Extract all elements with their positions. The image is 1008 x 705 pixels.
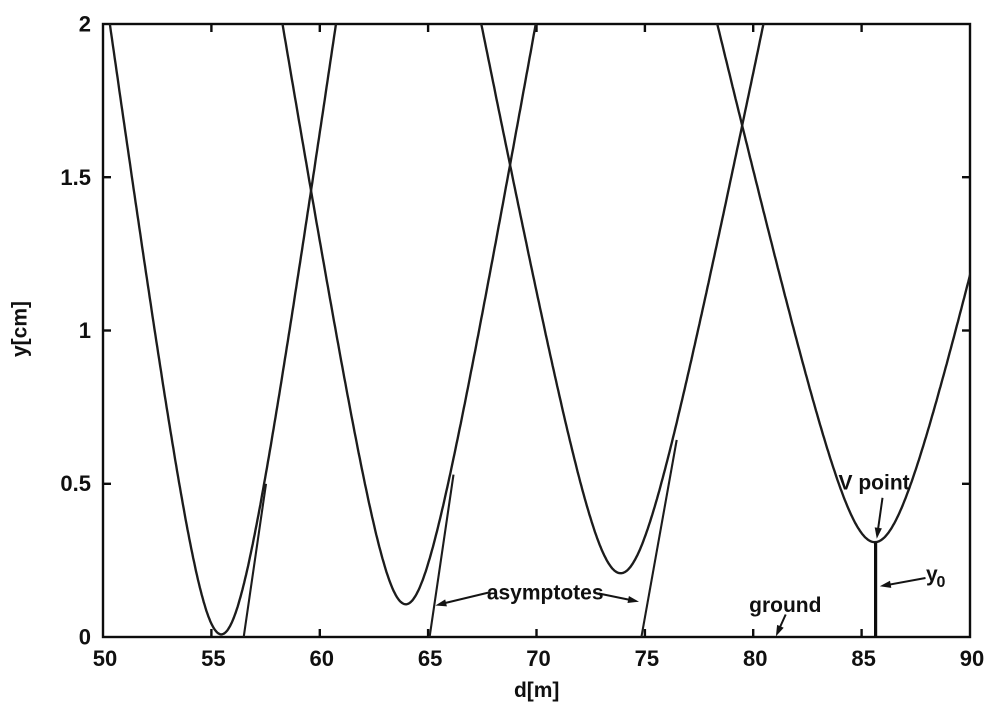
- svg-text:70: 70: [526, 646, 550, 671]
- svg-text:y[cm]: y[cm]: [9, 301, 32, 357]
- svg-text:0: 0: [79, 625, 91, 650]
- svg-text:2: 2: [79, 12, 91, 37]
- svg-text:asymptotes: asymptotes: [487, 582, 604, 605]
- svg-text:d[m]: d[m]: [514, 679, 560, 702]
- svg-text:55: 55: [201, 646, 225, 671]
- svg-text:ground: ground: [749, 594, 821, 617]
- svg-text:V point: V point: [839, 472, 910, 495]
- svg-text:50: 50: [93, 646, 117, 671]
- svg-text:1.5: 1.5: [60, 165, 91, 190]
- svg-text:75: 75: [635, 646, 659, 671]
- svg-text:0: 0: [937, 574, 946, 591]
- svg-text:65: 65: [418, 646, 442, 671]
- svg-text:85: 85: [851, 646, 875, 671]
- svg-text:60: 60: [310, 646, 334, 671]
- svg-text:y: y: [926, 563, 938, 586]
- svg-text:1: 1: [79, 318, 91, 343]
- svg-text:80: 80: [743, 646, 767, 671]
- svg-text:0.5: 0.5: [60, 471, 91, 496]
- svg-text:90: 90: [960, 646, 984, 671]
